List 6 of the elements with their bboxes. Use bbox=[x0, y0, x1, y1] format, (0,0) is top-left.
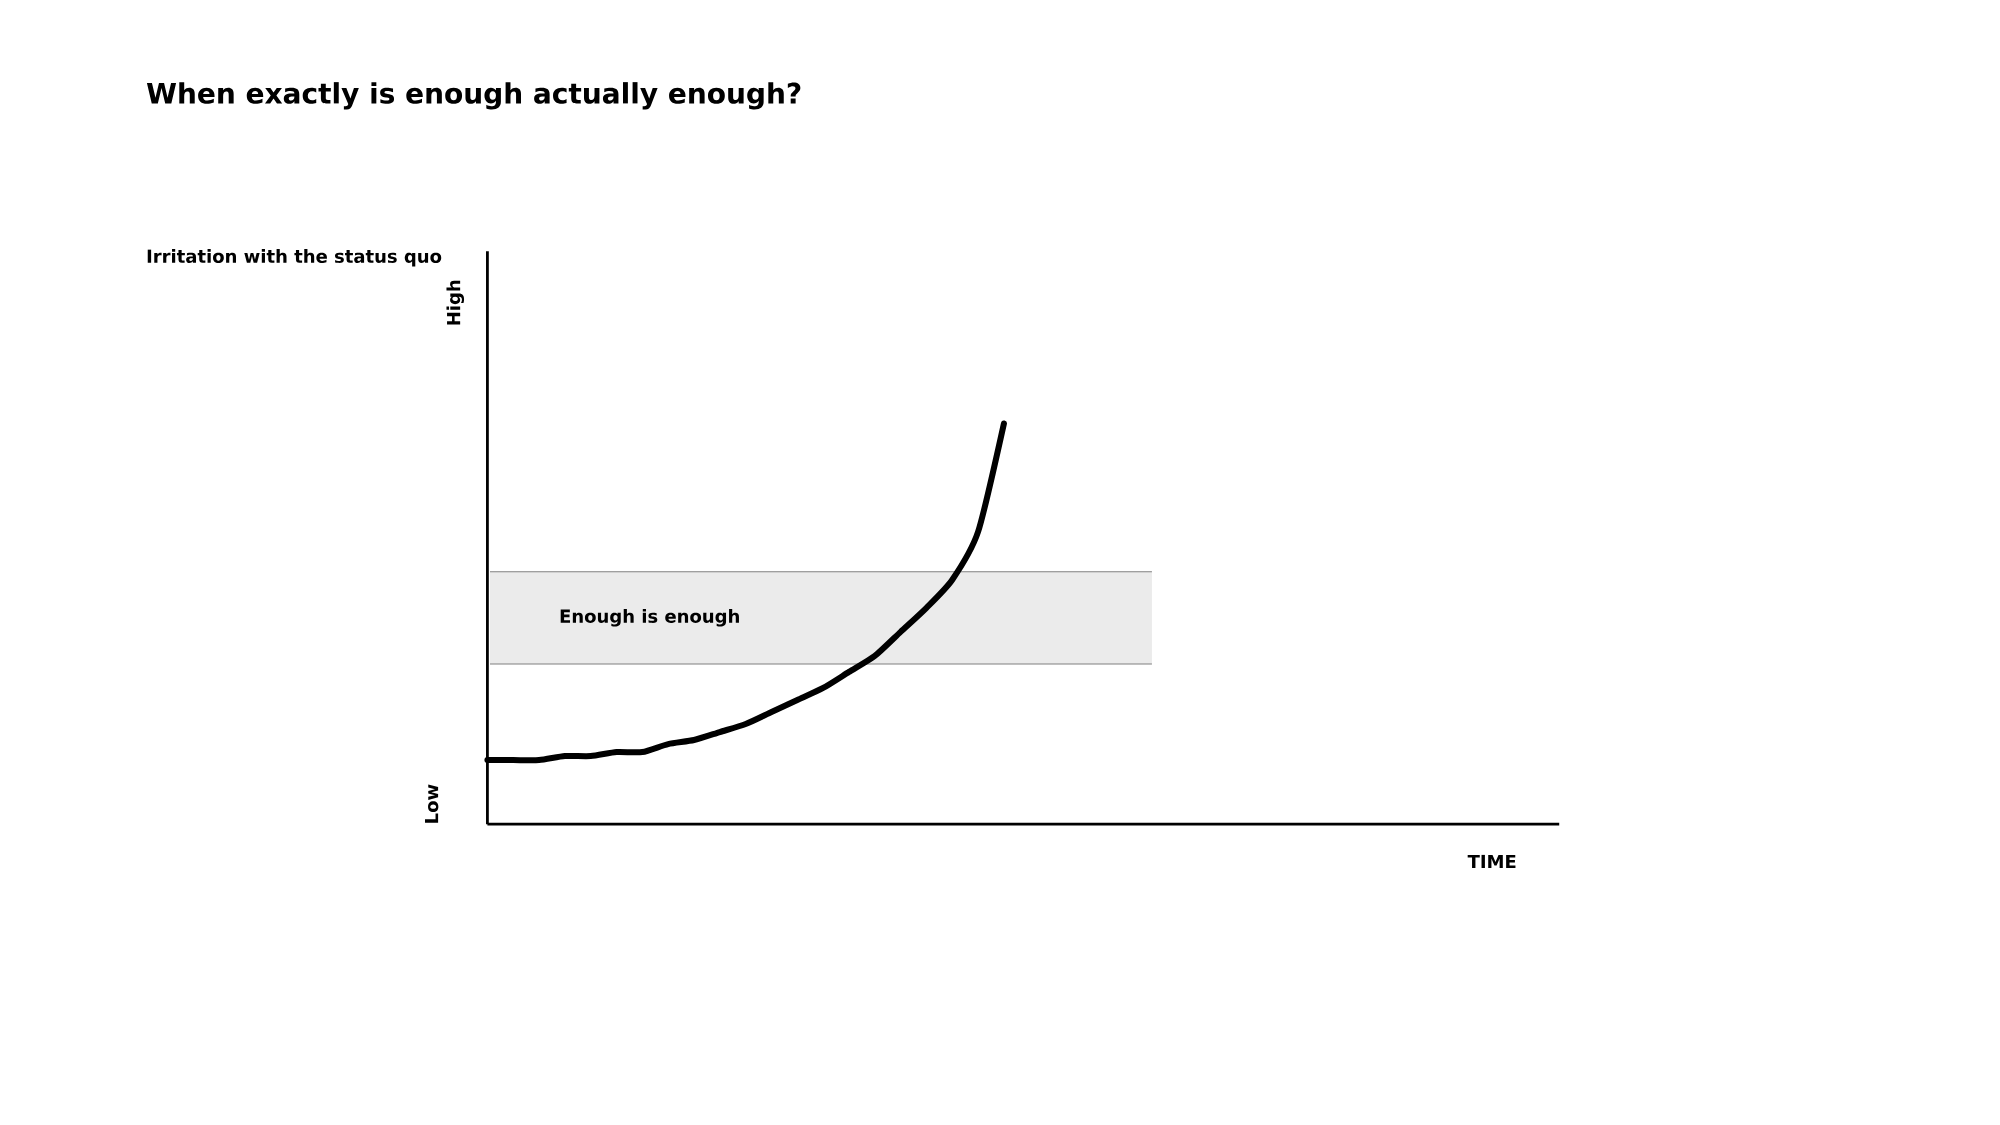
chart-title: When exactly is enough actually enough? bbox=[146, 82, 801, 110]
text: Low bbox=[425, 784, 439, 823]
x-axis-title: TIME bbox=[1467, 854, 1516, 868]
band-label: Enough is enough bbox=[560, 609, 739, 627]
text: Irritation with the status quo bbox=[147, 249, 442, 267]
text: High bbox=[446, 280, 465, 325]
